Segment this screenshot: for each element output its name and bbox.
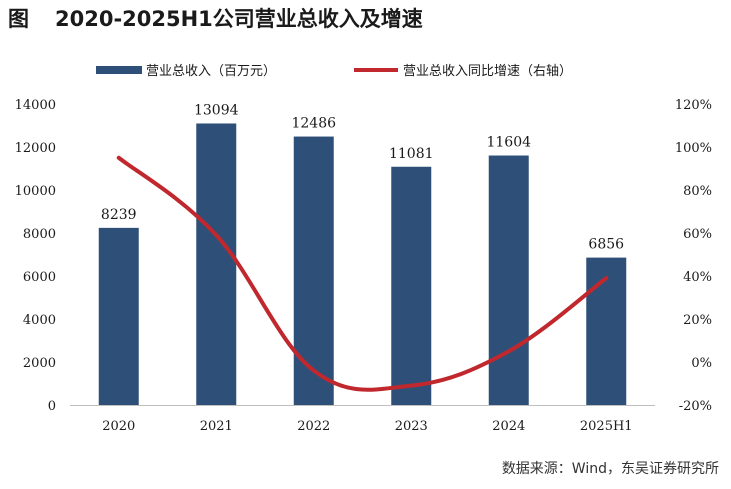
bar-2025H1 xyxy=(586,257,627,405)
left-axis-tick: 8000 xyxy=(23,227,56,242)
data-label-2024: 11604 xyxy=(486,135,531,151)
chart-title: 图 2020-2025H1公司营业总收入及增速 xyxy=(8,4,423,34)
bar-2020 xyxy=(98,227,139,405)
right-axis-tick: 20% xyxy=(683,313,712,328)
right-axis-tick: -20% xyxy=(679,399,712,414)
data-label-2022: 12486 xyxy=(291,116,336,132)
x-axis-tick-2021: 2021 xyxy=(200,419,233,434)
figure-title: 2020-2025H1公司营业总收入及增速 xyxy=(55,7,423,31)
data-source: 数据来源：Wind，东吴证券研究所 xyxy=(501,461,719,477)
right-axis-tick: 60% xyxy=(683,227,712,242)
left-axis-tick: 6000 xyxy=(23,270,56,285)
bar-2022 xyxy=(293,136,334,405)
x-axis-tick-2023: 2023 xyxy=(395,419,428,434)
left-axis-tick: 14000 xyxy=(15,98,56,113)
bar-2024 xyxy=(488,155,529,405)
data-label-2020: 8239 xyxy=(101,207,137,223)
bar-2023 xyxy=(391,166,432,405)
legend-swatch-revenue xyxy=(96,66,142,74)
left-axis-tick: 0 xyxy=(48,399,56,414)
left-axis-tick: 2000 xyxy=(23,356,56,371)
legend-label-revenue: 营业总收入（百万元） xyxy=(146,64,276,79)
legend-label-growth: 营业总收入同比增速（右轴） xyxy=(403,64,572,79)
right-axis-tick: 0% xyxy=(691,356,712,371)
bar-2021 xyxy=(196,123,237,405)
data-label-2023: 11081 xyxy=(389,146,434,162)
left-axis-tick: 4000 xyxy=(23,313,56,328)
data-label-2021: 13094 xyxy=(194,102,239,118)
x-axis-tick-2020: 2020 xyxy=(102,419,135,434)
left-axis-tick: 10000 xyxy=(15,184,56,199)
x-axis-tick-2024: 2024 xyxy=(492,419,525,434)
growth-line xyxy=(116,155,609,392)
x-axis-tick-2022: 2022 xyxy=(297,419,330,434)
data-label-2025H1: 6856 xyxy=(588,237,624,253)
right-axis-tick: 120% xyxy=(675,98,712,113)
figure-prefix: 图 xyxy=(8,7,29,31)
x-axis-tick-2025H1: 2025H1 xyxy=(580,419,633,434)
left-axis-tick: 12000 xyxy=(15,141,56,156)
right-axis-tick: 100% xyxy=(675,141,712,156)
right-axis-tick: 40% xyxy=(683,270,712,285)
right-axis-tick: 80% xyxy=(683,184,712,199)
